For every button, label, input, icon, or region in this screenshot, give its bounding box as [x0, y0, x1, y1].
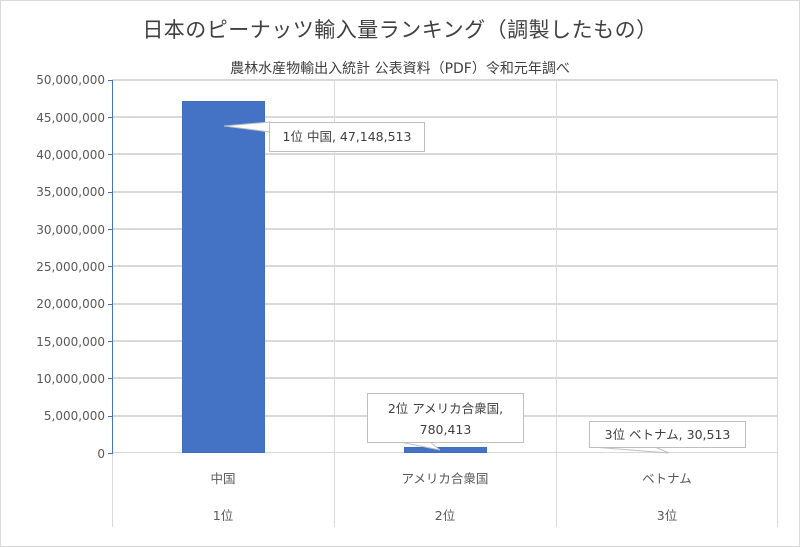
y-tick	[108, 416, 112, 417]
y-tick	[108, 453, 112, 454]
category-divider	[777, 80, 778, 527]
gridline	[112, 228, 777, 230]
y-tick	[108, 378, 112, 379]
y-tick-label: 50,000,000	[36, 73, 105, 87]
y-tick	[108, 229, 112, 230]
y-tick	[108, 117, 112, 118]
y-tick-label: 5,000,000	[43, 409, 105, 423]
y-tick-label: 40,000,000	[36, 148, 105, 162]
gridline	[112, 153, 777, 155]
data-label-usa: 2位 アメリカ合衆国, 780,413	[367, 393, 524, 443]
gridline	[112, 265, 777, 267]
category-divider	[112, 453, 113, 527]
y-axis-line	[112, 80, 113, 454]
y-tick-label: 45,000,000	[36, 111, 105, 125]
y-tick	[108, 80, 112, 81]
y-tick-label: 15,000,000	[36, 335, 105, 349]
y-tick	[108, 266, 112, 267]
data-label-china: 1位 中国, 47,148,513	[269, 122, 425, 152]
bar-china[interactable]	[182, 101, 265, 453]
y-tick-label: 20,000,000	[36, 297, 105, 311]
data-label-usa-line1: 2位 アメリカ合衆国,	[387, 401, 504, 416]
chart-title: 日本のピーナッツ輸入量ランキング（調製したもの）	[142, 18, 658, 42]
category-divider	[556, 80, 557, 527]
y-tick	[108, 341, 112, 342]
y-tick	[108, 304, 112, 305]
bar-usa[interactable]	[404, 447, 487, 453]
y-tick	[108, 154, 112, 155]
category-divider	[334, 80, 335, 527]
chart-subtitle: 農林水産物輸出入統計 公表資料（PDF）令和元年調べ	[230, 61, 570, 77]
gridline	[112, 116, 777, 118]
gridline	[112, 303, 777, 305]
gridline	[112, 191, 777, 193]
rank-label-3: 3位	[656, 508, 678, 523]
y-tick-label: 10,000,000	[36, 372, 105, 386]
rank-label-1: 1位	[212, 508, 234, 523]
category-label-usa: アメリカ合衆国	[401, 471, 489, 486]
y-tick-label: 35,000,000	[36, 185, 105, 199]
y-tick	[108, 192, 112, 193]
y-tick-label: 0	[97, 447, 105, 461]
y-tick-label: 25,000,000	[36, 260, 105, 274]
gridline	[112, 377, 777, 379]
category-label-china: 中国	[210, 471, 236, 486]
category-label-vietnam: ベトナム	[642, 471, 692, 486]
y-tick-label: 30,000,000	[36, 223, 105, 237]
rank-label-2: 2位	[434, 508, 456, 523]
gridline	[112, 340, 777, 342]
data-label-usa-line2: 780,413	[419, 422, 472, 437]
data-label-vietnam: 3位 ベトナム, 30,513	[589, 421, 746, 448]
gridline	[112, 79, 777, 81]
